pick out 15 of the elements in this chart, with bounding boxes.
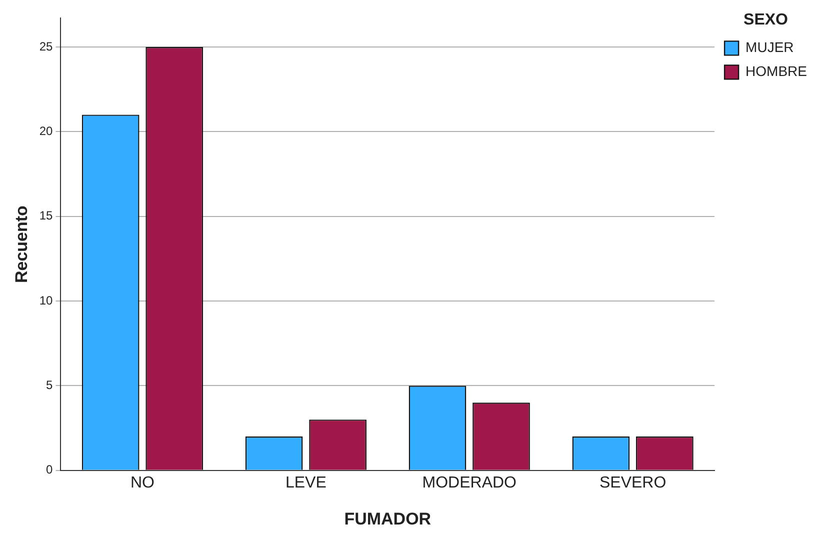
- x-tick-label: MODERADO: [422, 474, 516, 492]
- legend-label: MUJER: [746, 39, 794, 56]
- legend-label: HOMBRE: [746, 63, 808, 80]
- y-tick-label: 25: [39, 39, 54, 54]
- y-tick-label: 10: [39, 293, 54, 308]
- legend-title: SEXO: [744, 11, 788, 28]
- y-tick-label: 15: [39, 208, 54, 223]
- x-tick-label: NO: [130, 474, 154, 492]
- y-axis-title: Recuento: [12, 206, 31, 284]
- x-tick-label: SEVERO: [599, 474, 666, 492]
- y-tick-label: 20: [39, 124, 54, 138]
- y-tick-label: 0: [46, 462, 54, 477]
- x-axis-title: FUMADOR: [344, 509, 432, 528]
- y-tick-label: 5: [46, 378, 54, 392]
- x-tick-label: LEVE: [285, 474, 326, 492]
